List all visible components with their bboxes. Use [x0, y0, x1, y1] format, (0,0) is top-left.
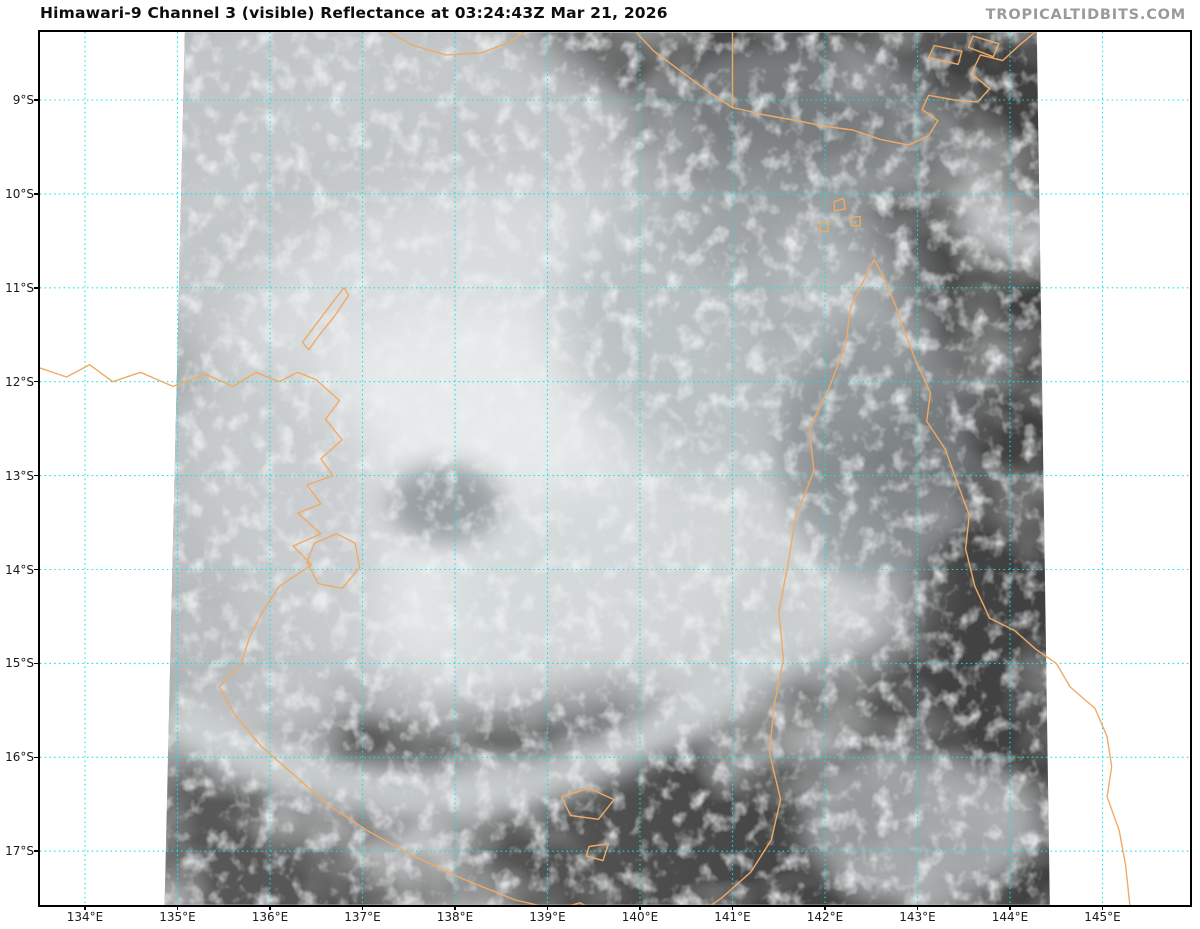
lon-tick-label: 135°E [159, 910, 196, 924]
lon-tick-mark [546, 905, 549, 910]
lat-tick-mark [34, 850, 39, 852]
chart-title: Himawari-9 Channel 3 (visible) Reflectan… [40, 4, 668, 22]
lat-tick-label: 13°S [5, 468, 34, 483]
lat-tick-label: 17°S [5, 844, 34, 859]
lon-tick-mark [916, 905, 919, 910]
lat-tick-label: 15°S [5, 656, 34, 671]
lat-tick-mark [34, 380, 39, 383]
lon-tick-mark [361, 905, 364, 910]
lat-tick-label: 11°S [5, 280, 34, 295]
lon-tick-mark [1101, 905, 1104, 910]
coastline-fly-delta-island-2 [967, 35, 1000, 58]
lat-tick-label: 9°S [12, 93, 34, 107]
map-canvas [40, 32, 1190, 905]
lat-tick-label: 12°S [5, 374, 34, 389]
lat-tick-label: 14°S [5, 562, 34, 577]
lon-tick-label: 136°E [251, 910, 289, 924]
coastline-torres-strait-island-2 [850, 215, 861, 227]
coastline-bentinck-island [585, 843, 610, 862]
lat-tick-mark [34, 568, 39, 571]
lon-tick-mark [824, 905, 826, 910]
coastline-groote-eylandt [306, 533, 361, 589]
lon-tick-label: 138°E [436, 910, 474, 924]
coastline-png-yos-sudarso-coast [387, 32, 525, 56]
lon-tick-mark [1009, 905, 1011, 910]
satellite-image-layer [164, 32, 1050, 905]
lon-tick-label: 139°E [529, 910, 566, 924]
coastline-wessel-islands [301, 287, 350, 351]
lon-tick-mark [454, 905, 456, 910]
lat-tick-label: 16°S [5, 750, 34, 765]
coastline-australia-mainland [40, 258, 1131, 905]
lat-tick-mark [34, 662, 39, 665]
lon-tick-label: 140°E [621, 910, 659, 924]
lon-tick-label: 137°E [344, 910, 381, 924]
coastline-mornington-island [560, 787, 615, 820]
coastline-layer [40, 32, 1131, 905]
coastline-png-south-coast [634, 32, 1037, 146]
coastline-torres-strait-island-1 [833, 197, 846, 212]
satellite-map [38, 30, 1192, 907]
lon-tick-mark [731, 905, 734, 910]
lat-tick-mark [34, 193, 39, 195]
watermark: TROPICALTIDBITS.COM [985, 7, 1186, 23]
lon-tick-mark [639, 905, 641, 910]
lon-tick-mark [176, 905, 179, 910]
lon-tick-label: 141°E [714, 910, 751, 924]
coastline-fly-delta-island-1 [927, 44, 963, 65]
lat-tick-mark [34, 756, 39, 759]
lat-tick-mark [34, 99, 39, 101]
lon-tick-label: 145°E [1084, 910, 1121, 924]
lon-tick-mark [269, 905, 271, 910]
lon-tick-label: 143°E [899, 910, 936, 924]
lat-tick-mark [34, 287, 39, 289]
lon-tick-mark [84, 905, 86, 910]
coastline-torres-strait-island-3 [818, 221, 830, 233]
lat-tick-mark [34, 474, 39, 477]
lat-tick-label: 10°S [5, 186, 34, 201]
lon-tick-label: 142°E [806, 910, 844, 924]
lon-tick-label: 134°E [66, 910, 104, 924]
lon-tick-label: 144°E [991, 910, 1029, 924]
